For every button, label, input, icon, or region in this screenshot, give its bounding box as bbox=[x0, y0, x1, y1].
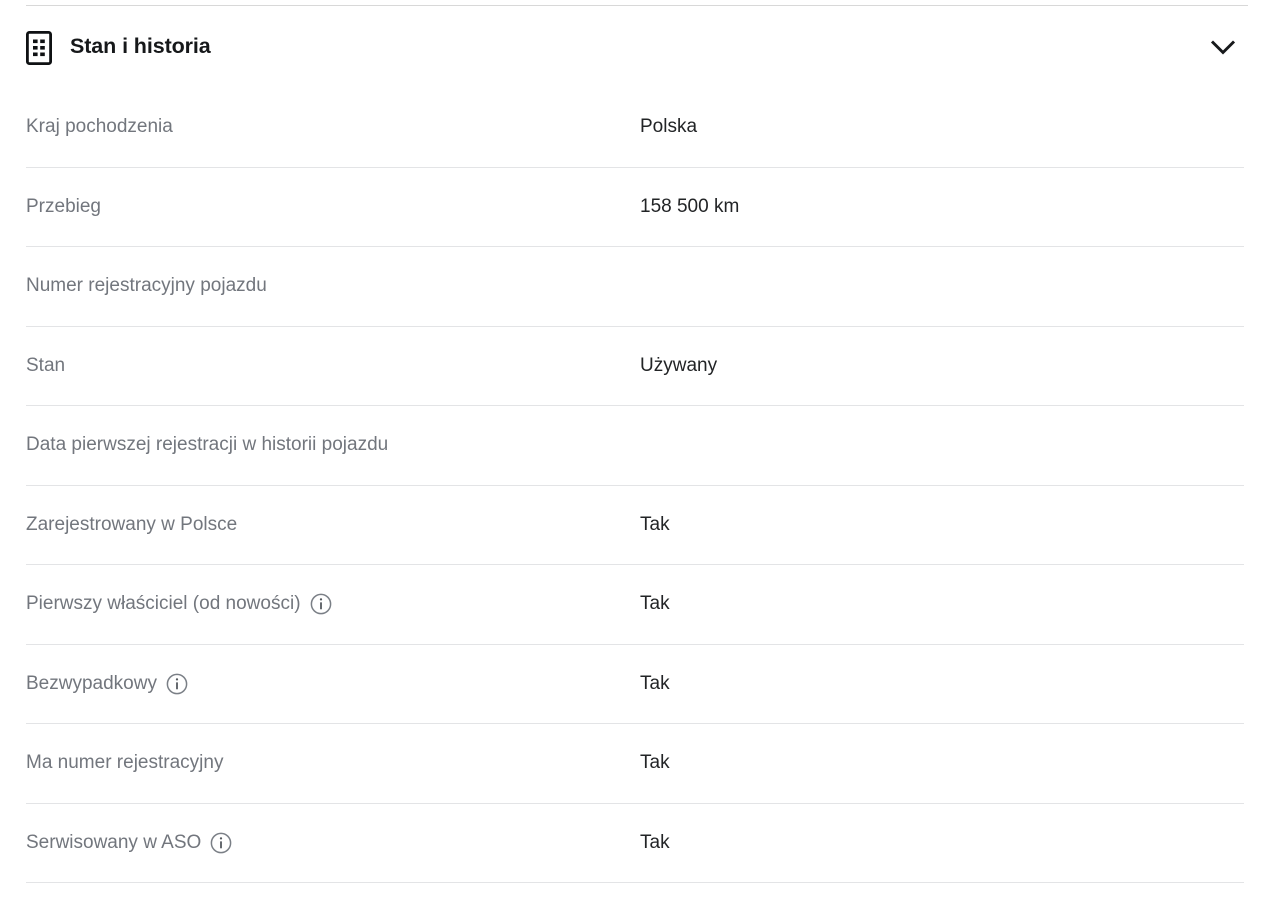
row-divider bbox=[26, 564, 1244, 565]
info-icon[interactable] bbox=[166, 673, 188, 695]
row-label-text: Data pierwszej rejestracji w historii po… bbox=[26, 434, 389, 456]
row-value: 158 500 km bbox=[640, 195, 740, 217]
panel-top-divider bbox=[26, 5, 1248, 6]
spec-list: Kraj pochodzenia Polska Przebieg 158 500… bbox=[0, 88, 1270, 883]
row-label: Stan bbox=[26, 354, 640, 378]
table-row: Bezwypadkowy Tak bbox=[0, 645, 1270, 724]
info-icon[interactable] bbox=[310, 593, 332, 615]
row-label: Kraj pochodzenia bbox=[26, 115, 640, 139]
row-value: Tak bbox=[640, 752, 670, 774]
row-label: Bezwypadkowy bbox=[26, 672, 640, 696]
row-label-text: Zarejestrowany w Polsce bbox=[26, 513, 238, 535]
table-row: Serwisowany w ASO Tak bbox=[0, 804, 1270, 883]
section-header-stan-i-historia[interactable]: Stan i historia bbox=[0, 6, 1270, 88]
row-label-text: Bezwypadkowy bbox=[26, 672, 157, 694]
row-divider bbox=[26, 882, 1244, 883]
row-label: Pierwszy właściciel (od nowości) bbox=[26, 592, 640, 616]
row-divider bbox=[26, 484, 1244, 486]
row-label-text: Stan bbox=[26, 354, 66, 376]
table-row: Stan Używany bbox=[0, 327, 1270, 406]
spec-sheet-icon bbox=[26, 31, 52, 65]
row-label: Przebieg bbox=[26, 195, 640, 219]
row-label-text: Numer rejestracyjny pojazdu bbox=[26, 275, 267, 297]
row-value: Polska bbox=[640, 116, 698, 138]
row-label: Ma numer rejestracyjny bbox=[26, 751, 640, 775]
row-label-text: Serwisowany w ASO bbox=[26, 831, 202, 853]
row-divider bbox=[26, 325, 1244, 327]
row-label: Serwisowany w ASO bbox=[26, 831, 640, 855]
row-value: Tak bbox=[640, 672, 670, 694]
row-divider bbox=[26, 405, 1244, 406]
row-value: Używany bbox=[640, 354, 718, 376]
table-row: Kraj pochodzenia Polska bbox=[0, 88, 1270, 167]
table-row: Przebieg 158 500 km bbox=[0, 168, 1270, 247]
table-row: Numer rejestracyjny pojazdu bbox=[0, 247, 1270, 326]
row-label: Zarejestrowany w Polsce bbox=[26, 513, 640, 537]
page-title: Stan i historia bbox=[70, 34, 211, 59]
info-icon[interactable] bbox=[210, 832, 232, 854]
row-divider bbox=[26, 166, 1244, 168]
row-label-text: Kraj pochodzenia bbox=[26, 116, 173, 138]
row-label: Data pierwszej rejestracji w historii po… bbox=[26, 433, 640, 457]
row-divider bbox=[26, 643, 1244, 645]
row-value: Tak bbox=[640, 513, 670, 535]
table-row: Data pierwszej rejestracji w historii po… bbox=[0, 406, 1270, 485]
table-row: Ma numer rejestracyjny Tak bbox=[0, 724, 1270, 803]
row-divider bbox=[26, 723, 1244, 724]
row-label: Numer rejestracyjny pojazdu bbox=[26, 274, 640, 298]
row-divider bbox=[26, 246, 1244, 247]
row-label-text: Ma numer rejestracyjny bbox=[26, 752, 224, 774]
row-label-text: Pierwszy właściciel (od nowości) bbox=[26, 593, 301, 615]
table-row: Pierwszy właściciel (od nowości) Tak bbox=[0, 565, 1270, 644]
table-row: Zarejestrowany w Polsce Tak bbox=[0, 486, 1270, 565]
row-label-text: Przebieg bbox=[26, 195, 101, 217]
row-value: Tak bbox=[640, 831, 670, 853]
row-divider bbox=[26, 802, 1244, 804]
row-value: Tak bbox=[640, 593, 670, 615]
chevron-down-icon[interactable] bbox=[1206, 30, 1240, 64]
